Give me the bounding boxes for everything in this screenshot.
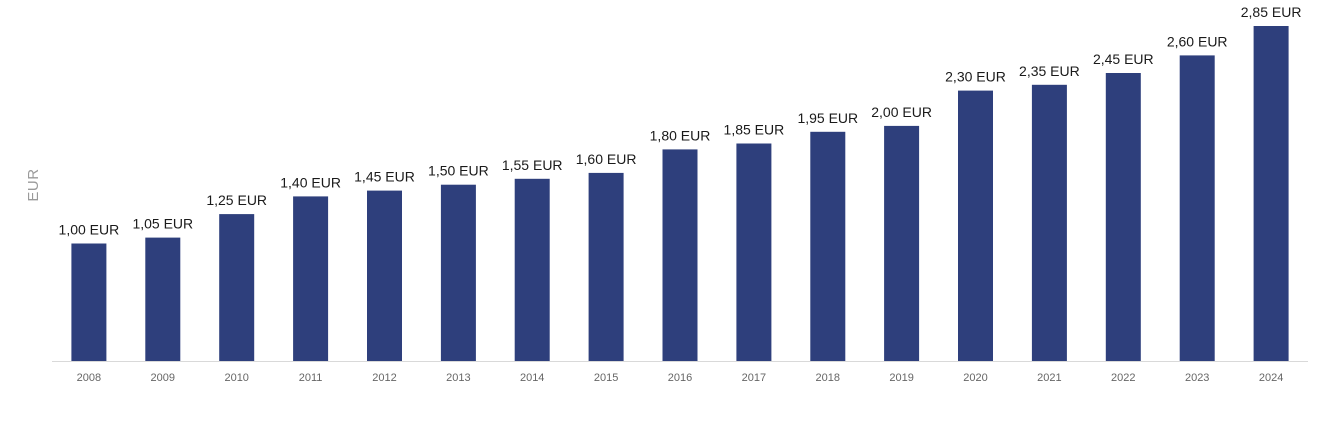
data-label-2019: 2,00 EUR (871, 104, 932, 120)
bar-2020 (958, 90, 993, 361)
data-label-2010: 1,25 EUR (206, 192, 267, 208)
x-tick-label-2020: 2020 (963, 372, 987, 384)
data-label-2011: 1,40 EUR (280, 174, 341, 190)
data-label-2018: 1,95 EUR (797, 110, 858, 126)
data-label-2022: 2,45 EUR (1093, 51, 1154, 67)
bar-2018 (810, 131, 846, 361)
data-label-2015: 1,60 EUR (576, 151, 637, 167)
data-label-2023: 2,60 EUR (1167, 33, 1228, 49)
bar-2013 (440, 184, 476, 361)
x-tick-label-2023: 2023 (1185, 372, 1209, 384)
x-tick-label-2012: 2012 (372, 372, 396, 384)
x-tick-label-2017: 2017 (742, 372, 766, 384)
bar-2012 (367, 190, 402, 361)
x-tick-label-2013: 2013 (446, 372, 470, 384)
data-label-2017: 1,85 EUR (724, 122, 785, 138)
bar-2011 (293, 196, 329, 361)
data-label-2014: 1,55 EUR (502, 157, 563, 173)
x-tick-label-2019: 2019 (889, 372, 913, 384)
bar-2010 (219, 214, 255, 361)
data-label-2020: 2,30 EUR (945, 69, 1006, 85)
bar-2015 (588, 172, 624, 361)
x-tick-label-2016: 2016 (668, 372, 692, 384)
bar-2022 (1105, 73, 1141, 361)
data-label-2021: 2,35 EUR (1019, 63, 1080, 79)
data-label-2016: 1,80 EUR (650, 127, 711, 143)
bar-2014 (514, 178, 550, 361)
x-tick-label-2015: 2015 (594, 372, 618, 384)
x-tick-label-2010: 2010 (224, 372, 248, 384)
bar-2021 (1031, 84, 1067, 362)
data-label-2008: 1,00 EUR (59, 222, 120, 238)
data-label-2012: 1,45 EUR (354, 169, 415, 185)
bar-2009 (145, 237, 181, 361)
bar-2016 (662, 149, 698, 361)
x-tick-label-2009: 2009 (151, 372, 175, 384)
x-tick-label-2011: 2011 (299, 372, 323, 384)
x-tick-label-2008: 2008 (77, 372, 101, 384)
x-tick-label-2022: 2022 (1111, 372, 1135, 384)
x-tick-label-2018: 2018 (816, 372, 840, 384)
bar-2017 (736, 143, 772, 361)
bar-2008 (71, 243, 107, 361)
bar-2019 (884, 125, 920, 362)
x-tick-label-2014: 2014 (520, 372, 544, 384)
bar-2023 (1179, 55, 1215, 362)
x-tick-label-2024: 2024 (1259, 372, 1283, 384)
data-label-2024: 2,85 EUR (1241, 4, 1302, 20)
y-axis-label: EUR (24, 168, 42, 202)
data-label-2009: 1,05 EUR (132, 216, 193, 232)
bar-2024 (1253, 26, 1289, 361)
x-tick-label-2021: 2021 (1037, 372, 1061, 384)
data-label-2013: 1,50 EUR (428, 163, 489, 179)
